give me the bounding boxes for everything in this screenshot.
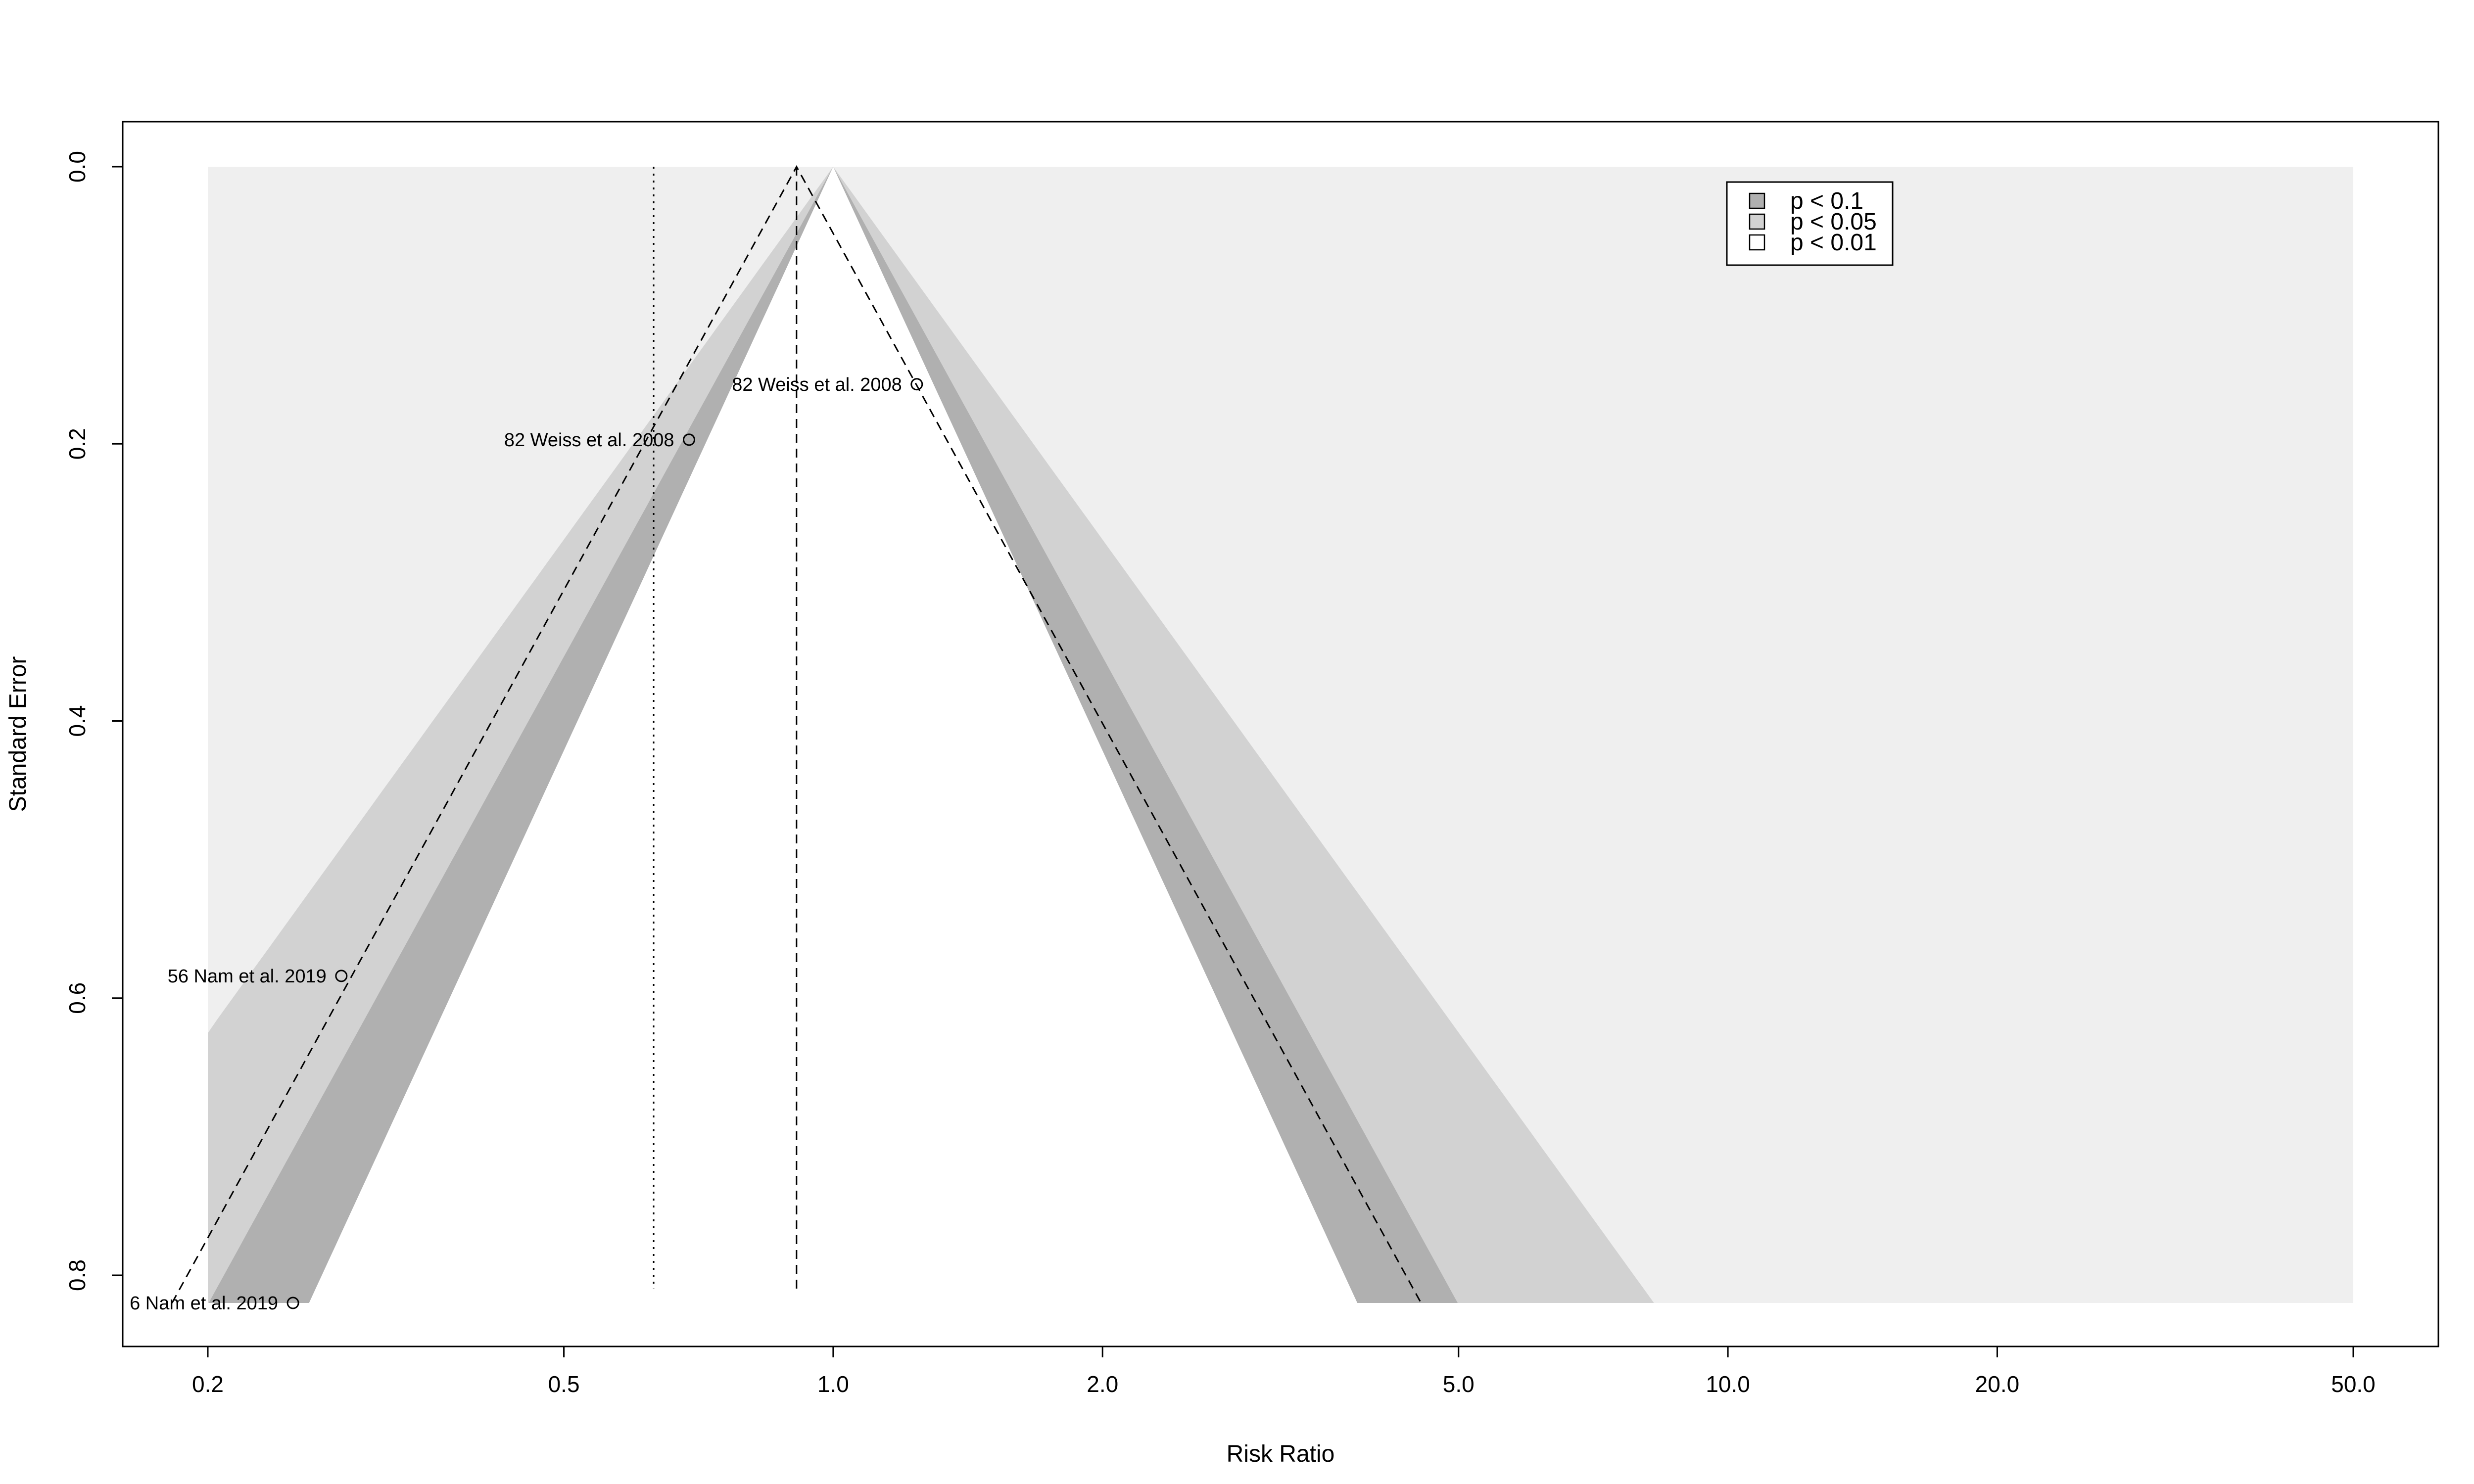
study-label: 56 Nam et al. 2019: [168, 966, 327, 987]
study-point: [682, 433, 695, 446]
legend-swatch: [1749, 234, 1765, 251]
reference-lines: [171, 165, 1422, 1303]
study-label: 82 Weiss et al. 2008: [504, 430, 674, 451]
x-tick-label: 0.2: [192, 1371, 224, 1397]
legend-label: p < 0.05: [1790, 209, 1877, 235]
x-tick-label: 10.0: [1706, 1371, 1750, 1397]
x-tick-label: 1.0: [817, 1371, 849, 1397]
x-tick-label: 0.5: [548, 1371, 580, 1397]
x-tick-label: 50.0: [2331, 1371, 2376, 1397]
study-point: [335, 970, 348, 982]
y-axis-title: Standard Error: [5, 656, 31, 812]
axes: 0.2 0.5 1.0 2.0 5.0 10.0 20.0 50.0 0.0 0.2 0.4 0.6 0…: [64, 151, 2376, 1397]
y-tick-label: 0.0: [64, 151, 90, 183]
legend-swatch: [1749, 213, 1765, 230]
x-tick-label: 5.0: [1443, 1371, 1475, 1397]
legend-swatch: [1749, 192, 1765, 209]
study-point: [910, 378, 923, 391]
study-label: 82 Weiss et al. 2008: [732, 374, 902, 395]
legend: p < 0.1p < 0.05p < 0.01: [1726, 181, 1894, 266]
contour-region-01: [309, 167, 1358, 1303]
study-point: [286, 1297, 299, 1309]
legend-label: p < 0.1: [1790, 188, 1863, 214]
x-tick-label: 2.0: [1087, 1371, 1118, 1397]
x-axis-title: Risk Ratio: [1227, 1441, 1335, 1467]
legend-label: p < 0.01: [1790, 230, 1877, 256]
study-points: 82 Weiss et al. 2008 82 Weiss et al. 2008…: [130, 374, 923, 1314]
y-tick-label: 0.8: [64, 1259, 90, 1291]
x-tick-label: 20.0: [1975, 1371, 2020, 1397]
study-label: 6 Nam et al. 2019: [130, 1293, 278, 1314]
y-tick-label: 0.4: [64, 705, 90, 737]
y-tick-label: 0.6: [64, 982, 90, 1014]
contour-regions: [208, 167, 2353, 1303]
y-tick-label: 0.2: [64, 428, 90, 460]
